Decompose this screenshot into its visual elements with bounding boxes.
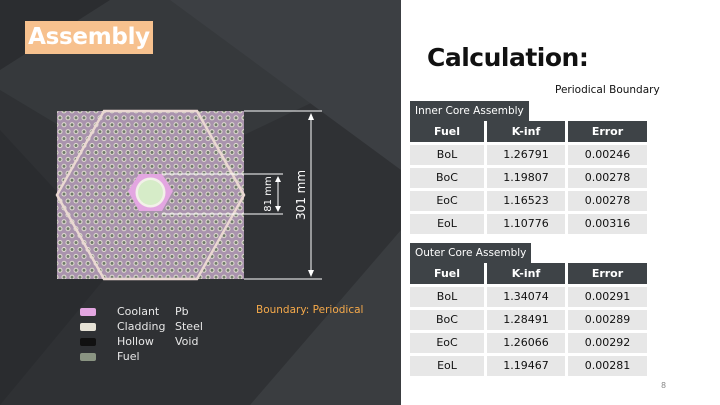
header-kinf: K-inf [487,121,565,142]
outer-core-table: Fuel K-inf Error BoL 1.34074 0.00291 BoC… [410,263,647,379]
cell-fuel: EoL [410,356,484,376]
header-kinf: K-inf [487,263,565,284]
cell-fuel: EoC [410,191,484,211]
hexagon-boundary [55,109,246,281]
cell-kinf: 1.19467 [487,356,565,376]
table-row: EoL 1.10776 0.00316 [410,214,647,234]
table-row: BoL 1.34074 0.00291 [410,287,647,307]
table-row: BoL 1.26791 0.00246 [410,145,647,165]
left-panel: Assembly [0,0,401,405]
cell-fuel: BoC [410,168,484,188]
header-fuel: Fuel [410,121,484,142]
table-row: BoC 1.19807 0.00278 [410,168,647,188]
inner-core-table: Fuel K-inf Error BoL 1.26791 0.00246 BoC… [410,121,647,237]
dimension-inner-label: 81 mm [263,176,274,211]
dimension-lines [162,110,322,280]
cell-fuel: BoL [410,287,484,307]
table-row: EoC 1.16523 0.00278 [410,191,647,211]
legend-name: Cladding [117,320,166,333]
legend-name: Hollow [117,335,154,348]
legend-material: Steel [175,320,203,333]
cell-error: 0.00278 [568,191,647,211]
header-error: Error [568,121,647,142]
cell-kinf: 1.26791 [487,145,565,165]
cell-fuel: EoC [410,333,484,353]
table-row: EoC 1.26066 0.00292 [410,333,647,353]
cell-kinf: 1.34074 [487,287,565,307]
cell-kinf: 1.16523 [487,191,565,211]
cell-error: 0.00292 [568,333,647,353]
table-row: BoC 1.28491 0.00289 [410,310,647,330]
legend-material: Pb [175,305,189,318]
outer-table-caption: Outer Core Assembly [410,243,532,263]
cell-error: 0.00291 [568,287,647,307]
cell-error: 0.00281 [568,356,647,376]
table-row: EoL 1.19467 0.00281 [410,356,647,376]
inner-table-caption: Inner Core Assembly [410,101,529,121]
fuel-swatch [80,353,96,361]
cell-error: 0.00289 [568,310,647,330]
assembly-figure: 301 mm 81 mm [55,109,322,281]
central-channel [138,180,163,205]
header-fuel: Fuel [410,263,484,284]
slide-title: Assembly [25,21,153,54]
legend-name: Fuel [117,350,140,363]
cell-fuel: BoL [410,145,484,165]
coolant-swatch [80,308,96,316]
dimension-outer-label: 301 mm [294,170,308,220]
cell-kinf: 1.26066 [487,333,565,353]
header-error: Error [568,263,647,284]
table-header: Fuel K-inf Error [410,263,647,284]
cell-kinf: 1.19807 [487,168,565,188]
legend-material: Void [175,335,199,348]
legend-name: Coolant [117,305,160,318]
calculation-title: Calculation: [427,43,589,72]
cell-fuel: BoC [410,310,484,330]
periodical-boundary-label: Periodical Boundary [555,84,660,96]
right-panel: Calculation: Periodical Boundary Inner C… [401,0,720,405]
cell-kinf: 1.10776 [487,214,565,234]
cell-error: 0.00278 [568,168,647,188]
cell-error: 0.00316 [568,214,647,234]
cladding-swatch [80,323,96,331]
cell-error: 0.00246 [568,145,647,165]
cell-fuel: EoL [410,214,484,234]
table-header: Fuel K-inf Error [410,121,647,142]
hollow-swatch [80,338,96,346]
boundary-note: Boundary: Periodical [256,304,364,316]
page-number: 8 [661,381,667,390]
cell-kinf: 1.28491 [487,310,565,330]
